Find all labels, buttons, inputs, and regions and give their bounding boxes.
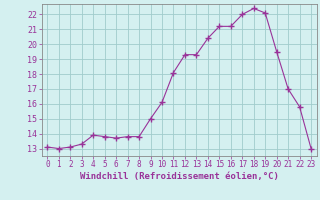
X-axis label: Windchill (Refroidissement éolien,°C): Windchill (Refroidissement éolien,°C) [80, 172, 279, 181]
